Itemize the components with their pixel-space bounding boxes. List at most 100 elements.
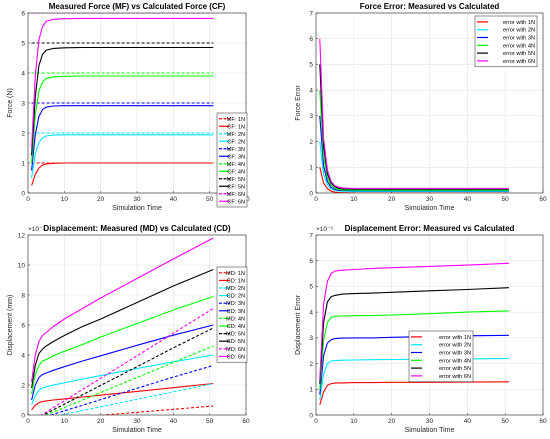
series-line-error-with-5n bbox=[319, 64, 509, 190]
series-line-cd-6n bbox=[31, 237, 214, 383]
x-tick-label: 0 bbox=[314, 196, 318, 203]
y-tick-label: 2 bbox=[21, 130, 25, 137]
y-tick-label: 0 bbox=[309, 190, 313, 197]
chart-panel-1: 01020304050600123456Measured Force (MF) … bbox=[7, 2, 250, 212]
y-tick-label: 5 bbox=[309, 62, 313, 69]
chart-panel-4: 0 10 20 30 40 50 60 0 1 2 3 4 5 6 7 Displacement Error:… bbox=[295, 224, 547, 434]
chart-title: Measured Force (MF) vs Calculated Force … bbox=[49, 2, 226, 11]
series-line-cf-5n bbox=[31, 46, 214, 156]
y-tick-label: 3 bbox=[21, 100, 25, 107]
y-exponent-label: ×10⁻³ bbox=[28, 226, 45, 233]
legend-entry: MD: 4N bbox=[226, 316, 245, 322]
x-tick-label: 40 bbox=[170, 418, 178, 425]
y-tick-label: 5 bbox=[21, 40, 25, 47]
legend-entry: MD: 5N bbox=[226, 332, 245, 338]
legend-box bbox=[474, 15, 538, 68]
series-line-error-with-2n bbox=[319, 141, 509, 193]
legend-entry: MF: 1N bbox=[227, 117, 245, 123]
legend-entry: MF: 3N bbox=[227, 147, 245, 153]
series-line-md-3n bbox=[49, 364, 214, 415]
legend-entry: error with 5N bbox=[503, 51, 535, 57]
legend-entry: error with 3N bbox=[439, 351, 471, 357]
legend-entry: CD: 5N bbox=[227, 339, 245, 345]
legend-entry: error with 3N bbox=[503, 36, 535, 42]
legend-entry: CF: 3N bbox=[227, 154, 245, 160]
series-line-cd-1n bbox=[31, 382, 214, 411]
legend-entry: MF: 4N bbox=[227, 162, 245, 168]
series-line-cf-1n bbox=[31, 162, 214, 186]
y-exponent-label: ×10⁻³ bbox=[316, 226, 333, 233]
series-line-cf-2n bbox=[31, 134, 214, 179]
y-tick-label: 4 bbox=[21, 352, 25, 359]
y-tick-label: 1 bbox=[21, 160, 25, 167]
x-tick-label: 20 bbox=[388, 418, 396, 425]
series-line-cf-4n bbox=[31, 75, 214, 164]
legend-entry: CF: 5N bbox=[227, 184, 245, 190]
series-line-cd-2n bbox=[31, 354, 214, 405]
legend-entry: CD: 2N bbox=[227, 294, 245, 300]
y-tick-label: 0 bbox=[309, 412, 313, 419]
x-tick-label: 40 bbox=[170, 196, 178, 203]
y-axis-label: Displacement (mm) bbox=[7, 295, 14, 356]
series-line-md-5n bbox=[42, 327, 214, 415]
series-line-error-with-6n bbox=[319, 262, 509, 380]
y-tick-label: 4 bbox=[21, 70, 25, 77]
legend-entry: MD: 3N bbox=[226, 301, 245, 307]
legend-entry: error with 5N bbox=[439, 366, 471, 372]
x-tick-label: 20 bbox=[97, 196, 105, 203]
legend-entry: MD: 2N bbox=[226, 286, 245, 292]
y-tick-label: 4 bbox=[309, 87, 313, 94]
y-tick-label: 0 bbox=[21, 412, 25, 419]
series-line-cf-3n bbox=[31, 105, 214, 171]
x-tick-label: 60 bbox=[539, 418, 547, 425]
chart-panel-2: 0 10 20 30 40 50 60 0 1 2 3 4 5 6 7 Force Error: Measur… bbox=[295, 2, 547, 212]
y-axis-label: Force Error bbox=[295, 85, 302, 121]
x-tick-label: 40 bbox=[464, 418, 472, 425]
series-line-cf-6n bbox=[31, 17, 214, 149]
y-tick-label: 6 bbox=[21, 322, 25, 329]
legend-entry: error with 6N bbox=[439, 374, 471, 380]
chart-panel-3: 0 10 20 30 40 50 60 0 2 4 6 8 10 12 Displacement: Meas… bbox=[7, 224, 250, 434]
x-tick-label: 30 bbox=[426, 196, 434, 203]
legend-entry: error with 4N bbox=[439, 358, 471, 364]
series-line-error-with-5n bbox=[319, 287, 509, 385]
y-axis-label: Displacement Error bbox=[295, 294, 302, 355]
legend-entry: MD: 6N bbox=[226, 347, 245, 353]
series-line-error-with-4n bbox=[319, 90, 509, 191]
axes-box bbox=[315, 234, 544, 416]
x-tick-label: 60 bbox=[539, 196, 547, 203]
y-tick-label: 10 bbox=[18, 262, 26, 269]
x-tick-label: 10 bbox=[61, 196, 69, 203]
legend-entry: CF: 6N bbox=[227, 199, 245, 205]
y-tick-label: 12 bbox=[18, 232, 26, 239]
y-tick-label: 6 bbox=[309, 36, 313, 43]
chart-title: Displacement Error: Measured vs Calculat… bbox=[345, 224, 515, 233]
y-tick-label: 2 bbox=[21, 382, 25, 389]
y-tick-label: 6 bbox=[21, 10, 25, 17]
legend-entry: CD: 6N bbox=[227, 354, 245, 360]
x-axis-label: Simulation Time bbox=[112, 427, 162, 434]
y-tick-label: 7 bbox=[309, 232, 313, 239]
x-axis-label: Simulation Time bbox=[405, 205, 455, 212]
x-tick-label: 0 bbox=[26, 418, 30, 425]
y-tick-label: 5 bbox=[309, 284, 313, 291]
x-tick-label: 40 bbox=[464, 196, 472, 203]
legend-box bbox=[216, 266, 248, 363]
x-tick-label: 0 bbox=[26, 196, 30, 203]
legend-entry: CD: 1N bbox=[227, 278, 245, 284]
y-tick-label: 3 bbox=[309, 113, 313, 120]
y-tick-label: 1 bbox=[309, 387, 313, 394]
chart-title: Force Error: Measured vs Calculated bbox=[360, 2, 500, 11]
legend-box bbox=[408, 330, 474, 383]
legend-entry: MD: 1N bbox=[226, 271, 245, 277]
x-tick-label: 10 bbox=[350, 196, 358, 203]
legend-entry: error with 4N bbox=[503, 43, 535, 49]
x-tick-label: 20 bbox=[388, 196, 396, 203]
x-tick-label: 30 bbox=[426, 418, 434, 425]
y-tick-label: 0 bbox=[21, 190, 25, 197]
legend-entry: CF: 4N bbox=[227, 169, 245, 175]
